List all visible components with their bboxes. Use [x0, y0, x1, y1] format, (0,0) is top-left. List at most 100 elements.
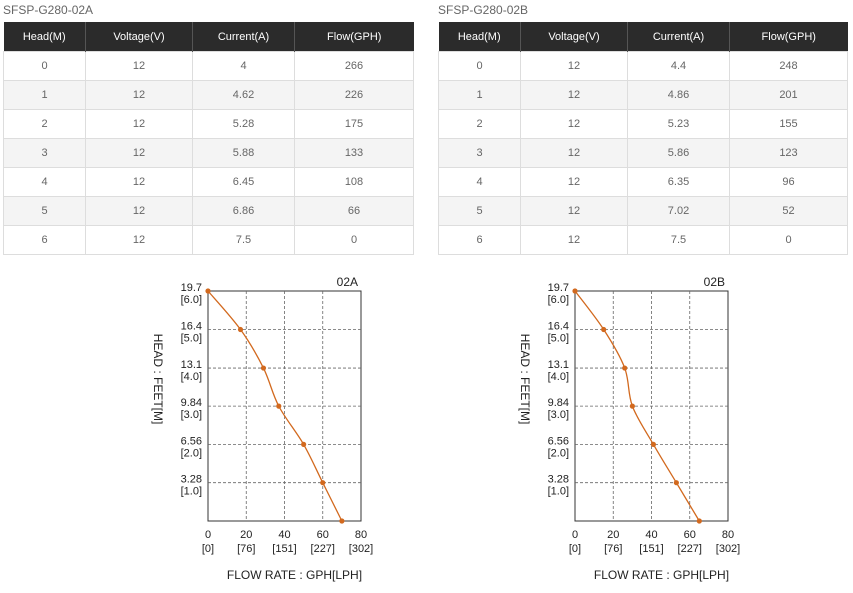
x-tick-sublabel: [302] — [349, 543, 373, 555]
x-tick-label: 40 — [645, 529, 657, 541]
y-tick-label: 9.84 — [548, 397, 569, 409]
column-header: Current(A) — [192, 22, 295, 52]
table-cell: 5 — [3, 196, 86, 226]
table-row: 6 12 7.5 0 — [3, 225, 414, 255]
table-cell: 0 — [3, 51, 86, 81]
y-tick-label: 19.7 — [181, 282, 202, 294]
table-row: 0 12 4 266 — [3, 51, 414, 81]
x-tick-sublabel: [0] — [202, 543, 214, 555]
data-point — [629, 403, 635, 409]
table-row: 6 12 7.5 0 — [438, 225, 848, 255]
table-cell: 248 — [729, 51, 848, 81]
table-cell: 12 — [520, 80, 628, 110]
data-point — [276, 403, 282, 409]
table-cell: 12 — [85, 80, 193, 110]
table-cell: 2 — [3, 109, 86, 139]
data-point — [260, 365, 267, 371]
x-tick-sublabel: [76] — [604, 543, 622, 555]
table-cell: 12 — [85, 196, 193, 226]
y-tick-sublabel: [6.0] — [181, 294, 202, 306]
table-cell: 12 — [520, 51, 628, 81]
table-cell: 4 — [3, 167, 86, 197]
table-cell: 3 — [3, 138, 86, 168]
y-tick-label: 16.4 — [181, 321, 202, 333]
data-point — [320, 480, 326, 486]
spec-table-02a: Head(M) Voltage(V) Current(A) Flow(GPH) … — [3, 22, 414, 255]
table-row: 2 12 5.23 155 — [438, 109, 848, 139]
spec-table-02b: Head(M) Voltage(V) Current(A) Flow(GPH) … — [438, 22, 848, 255]
y-tick-sublabel: [4.0] — [548, 371, 569, 383]
y-tick-sublabel: [5.0] — [548, 333, 569, 345]
table-cell: 155 — [729, 109, 848, 139]
x-tick-label: 80 — [355, 529, 367, 541]
chart-title: 02B — [704, 275, 725, 289]
y-tick-label: 6.56 — [181, 435, 202, 447]
table-cell: 4.62 — [192, 80, 295, 110]
table-cell: 3 — [438, 138, 521, 168]
table-cell: 12 — [85, 167, 193, 197]
x-tick-sublabel: [227] — [678, 543, 702, 555]
table-cell: 4 — [438, 167, 521, 197]
table-cell: 12 — [520, 109, 628, 139]
table-cell: 4.4 — [627, 51, 730, 81]
data-point — [673, 480, 679, 486]
y-axis-title: HEAD : FEET[M] — [151, 334, 165, 425]
table-cell: 175 — [294, 109, 414, 139]
y-tick-sublabel: [2.0] — [181, 447, 202, 459]
y-tick-sublabel: [3.0] — [548, 409, 569, 421]
column-header: Head(M) — [3, 22, 86, 52]
x-tick-label: 0 — [572, 529, 578, 541]
column-header: Head(M) — [438, 22, 521, 52]
table-cell: 2 — [438, 109, 521, 139]
data-point — [572, 288, 578, 294]
y-tick-label: 3.28 — [181, 474, 202, 486]
column-header: Voltage(V) — [85, 22, 193, 52]
table-cell: 12 — [85, 109, 193, 139]
y-tick-label: 9.84 — [181, 397, 202, 409]
data-point — [339, 518, 345, 524]
table-cell: 12 — [520, 196, 628, 226]
column-header: Voltage(V) — [520, 22, 628, 52]
x-tick-sublabel: [227] — [311, 543, 335, 555]
pump-curve-chart-02b: 0 [0] 20 [76] 40 [151] 60 [227] 80 [302] 19.7[6.0]… — [518, 275, 740, 582]
table-cell: 1 — [438, 80, 521, 110]
table-cell: 5 — [438, 196, 521, 226]
table-cell: 6.35 — [627, 167, 730, 197]
y-tick-label: 19.7 — [548, 282, 569, 294]
y-tick-label: 13.1 — [181, 359, 202, 371]
table-header-row: Head(M) Voltage(V) Current(A) Flow(GPH) — [3, 22, 414, 52]
table-cell: 6.86 — [192, 196, 295, 226]
data-point — [301, 441, 307, 448]
table-a-caption: SFSP-G280-02A — [3, 3, 94, 17]
table-row: 5 12 7.02 52 — [438, 196, 848, 226]
y-tick-label: 16.4 — [548, 321, 569, 333]
x-tick-label: 20 — [607, 529, 619, 541]
y-tick-label: 13.1 — [548, 359, 569, 371]
table-cell: 6.45 — [192, 167, 295, 197]
table-row: 3 12 5.88 133 — [3, 138, 414, 168]
column-header: Flow(GPH) — [294, 22, 414, 52]
x-tick-label: 40 — [278, 529, 290, 541]
pump-curve-chart-02a: 0 [0] 20 [76] 40 [151] 60 [227] 80 [302] 19.7[6.0]… — [151, 275, 373, 582]
table-cell: 226 — [294, 80, 414, 110]
table-body: 0 12 4.4 248 1 12 4.86 201 2 12 5.23 155 3 12 5.86 123 4… — [438, 51, 848, 255]
table-cell: 7.02 — [627, 196, 730, 226]
table-cell: 5.28 — [192, 109, 295, 139]
x-tick-sublabel: [302] — [716, 543, 740, 555]
table-cell: 12 — [85, 51, 193, 81]
table-cell: 0 — [438, 51, 521, 81]
table-cell: 123 — [729, 138, 848, 168]
data-point — [237, 326, 244, 333]
table-cell: 266 — [294, 51, 414, 81]
x-axis-title: FLOW RATE : GPH[LPH] — [227, 568, 362, 582]
x-tick-sublabel: [151] — [272, 543, 296, 555]
table-cell: 0 — [729, 225, 848, 255]
x-tick-label: 0 — [205, 529, 211, 541]
table-cell: 6 — [3, 225, 86, 255]
table-cell: 4.86 — [627, 80, 730, 110]
table-cell: 96 — [729, 167, 848, 197]
table-row: 3 12 5.86 123 — [438, 138, 848, 168]
table-cell: 201 — [729, 80, 848, 110]
table-cell: 12 — [85, 225, 193, 255]
data-point — [650, 441, 657, 448]
